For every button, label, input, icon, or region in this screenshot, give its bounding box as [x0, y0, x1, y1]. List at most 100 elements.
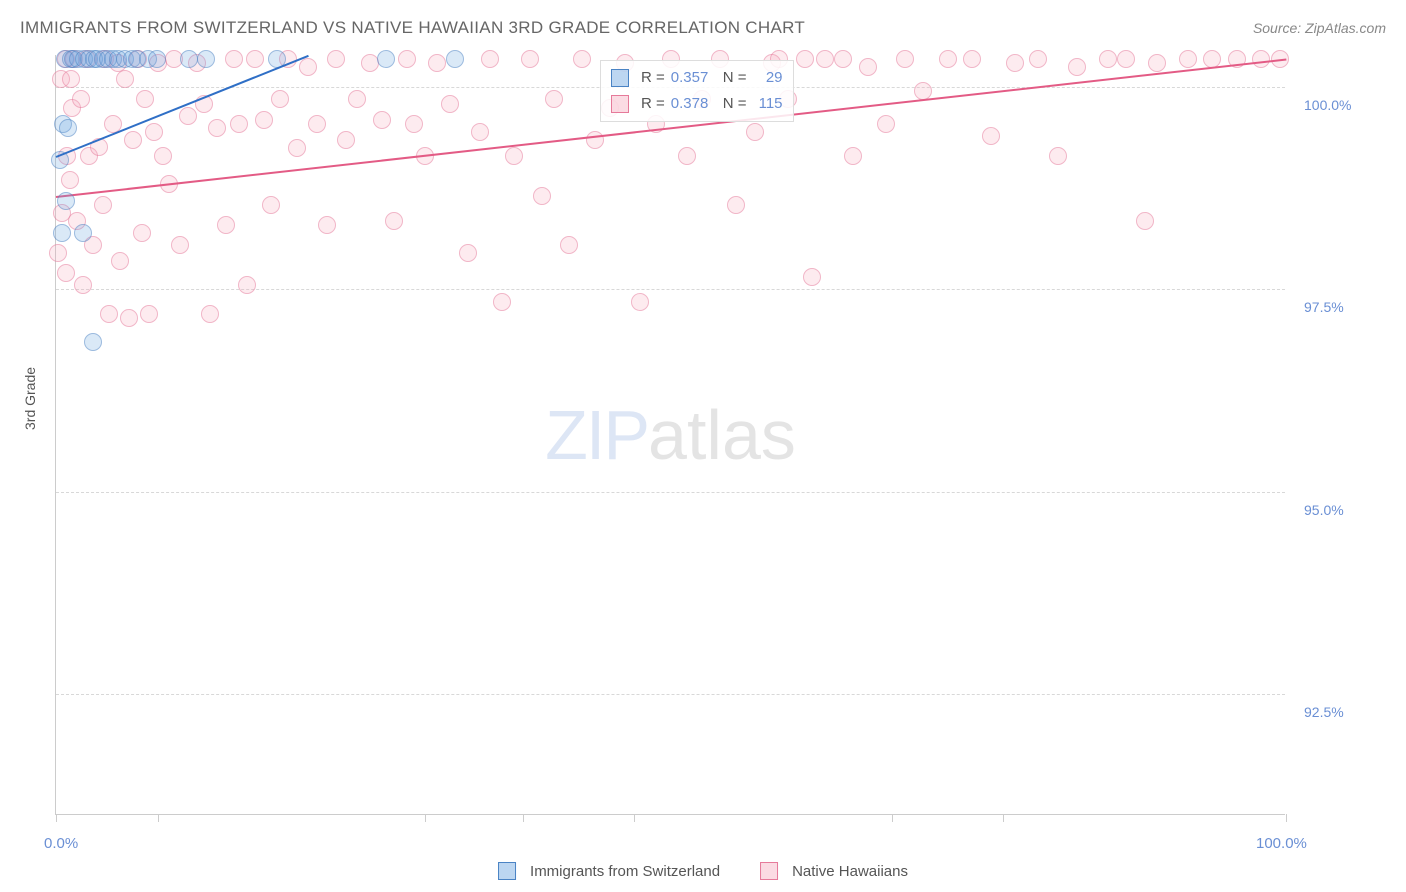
bottom-legend: Immigrants from Switzerland Native Hawai… — [498, 862, 908, 880]
scatter-point-switzerland — [57, 192, 75, 210]
hawaii-r: 0.378 — [671, 91, 717, 117]
scatter-point-hawaii — [255, 111, 273, 129]
scatter-point-switzerland — [377, 50, 395, 68]
scatter-point-hawaii — [1068, 58, 1086, 76]
scatter-point-hawaii — [288, 139, 306, 157]
scatter-point-hawaii — [471, 123, 489, 141]
r-label-2: R = — [641, 91, 665, 117]
scatter-point-hawaii — [560, 236, 578, 254]
y-tick-label: 95.0% — [1304, 502, 1344, 518]
scatter-point-hawaii — [521, 50, 539, 68]
hawaii-n: 115 — [753, 91, 783, 117]
scatter-point-hawaii — [1117, 50, 1135, 68]
scatter-point-hawaii — [1099, 50, 1117, 68]
x-tick — [1003, 814, 1004, 822]
grid-line — [56, 492, 1285, 493]
scatter-point-hawaii — [545, 90, 563, 108]
scatter-point-hawaii — [238, 276, 256, 294]
chart-source: Source: ZipAtlas.com — [1253, 20, 1386, 36]
stats-legend: R = 0.357 N = 29 R = 0.378 N = 115 — [600, 60, 794, 122]
scatter-point-hawaii — [493, 293, 511, 311]
scatter-point-hawaii — [428, 54, 446, 72]
legend-item-hawaii: Native Hawaiians — [760, 862, 908, 880]
x-axis-left-label: 0.0% — [44, 835, 78, 852]
scatter-point-hawaii — [398, 50, 416, 68]
scatter-point-hawaii — [111, 252, 129, 270]
watermark-atlas: atlas — [648, 396, 796, 474]
scatter-point-hawaii — [308, 115, 326, 133]
scatter-point-hawaii — [57, 264, 75, 282]
scatter-point-hawaii — [505, 147, 523, 165]
scatter-point-hawaii — [877, 115, 895, 133]
scatter-point-hawaii — [62, 70, 80, 88]
scatter-point-hawaii — [746, 123, 764, 141]
scatter-point-hawaii — [136, 90, 154, 108]
scatter-point-hawaii — [225, 50, 243, 68]
grid-line — [56, 694, 1285, 695]
legend-swatch-hawaii — [760, 862, 778, 880]
scatter-point-hawaii — [859, 58, 877, 76]
scatter-point-hawaii — [441, 95, 459, 113]
swatch-switzerland — [611, 69, 629, 87]
scatter-point-hawaii — [217, 216, 235, 234]
scatter-point-hawaii — [61, 171, 79, 189]
x-tick — [892, 814, 893, 822]
scatter-point-hawaii — [49, 244, 67, 262]
x-axis-right-label: 100.0% — [1256, 835, 1307, 852]
scatter-point-hawaii — [1179, 50, 1197, 68]
scatter-point-hawaii — [171, 236, 189, 254]
scatter-point-hawaii — [1049, 147, 1067, 165]
x-tick — [425, 814, 426, 822]
x-tick — [523, 814, 524, 822]
scatter-point-switzerland — [180, 50, 198, 68]
scatter-point-hawaii — [318, 216, 336, 234]
legend-label-hawaii: Native Hawaiians — [792, 863, 908, 880]
scatter-point-switzerland — [59, 119, 77, 137]
y-tick-label: 97.5% — [1304, 299, 1344, 315]
x-tick — [1286, 814, 1287, 822]
scatter-point-hawaii — [896, 50, 914, 68]
scatter-point-hawaii — [481, 50, 499, 68]
scatter-point-hawaii — [796, 50, 814, 68]
scatter-point-hawaii — [573, 50, 591, 68]
scatter-point-switzerland — [197, 50, 215, 68]
scatter-point-hawaii — [963, 50, 981, 68]
scatter-point-switzerland — [148, 50, 166, 68]
scatter-point-hawaii — [1252, 50, 1270, 68]
scatter-point-hawaii — [631, 293, 649, 311]
scatter-point-hawaii — [100, 305, 118, 323]
scatter-point-hawaii — [1006, 54, 1024, 72]
chart-header: IMMIGRANTS FROM SWITZERLAND VS NATIVE HA… — [20, 18, 1386, 38]
scatter-point-hawaii — [1148, 54, 1166, 72]
scatter-point-hawaii — [1136, 212, 1154, 230]
scatter-point-hawaii — [678, 147, 696, 165]
stats-row-switzerland: R = 0.357 N = 29 — [611, 65, 783, 91]
scatter-point-hawaii — [94, 196, 112, 214]
scatter-point-switzerland — [53, 224, 71, 242]
scatter-point-hawaii — [133, 224, 151, 242]
n-label-2: N = — [723, 91, 747, 117]
legend-item-switzerland: Immigrants from Switzerland — [498, 862, 720, 880]
x-tick — [56, 814, 57, 822]
legend-label-switzerland: Immigrants from Switzerland — [530, 863, 720, 880]
r-label: R = — [641, 65, 665, 91]
n-label: N = — [723, 65, 747, 91]
legend-swatch-switzerland — [498, 862, 516, 880]
scatter-point-hawaii — [179, 107, 197, 125]
scatter-point-hawaii — [405, 115, 423, 133]
trendline-switzerland — [56, 55, 309, 158]
scatter-point-hawaii — [727, 196, 745, 214]
scatter-point-hawaii — [116, 70, 134, 88]
scatter-point-hawaii — [246, 50, 264, 68]
scatter-point-hawaii — [586, 131, 604, 149]
scatter-point-hawaii — [459, 244, 477, 262]
scatter-point-switzerland — [84, 333, 102, 351]
switzerland-r: 0.357 — [671, 65, 717, 91]
scatter-point-hawaii — [140, 305, 158, 323]
scatter-point-hawaii — [201, 305, 219, 323]
scatter-point-hawaii — [145, 123, 163, 141]
scatter-point-hawaii — [124, 131, 142, 149]
swatch-hawaii — [611, 95, 629, 113]
switzerland-n: 29 — [753, 65, 783, 91]
scatter-point-hawaii — [327, 50, 345, 68]
